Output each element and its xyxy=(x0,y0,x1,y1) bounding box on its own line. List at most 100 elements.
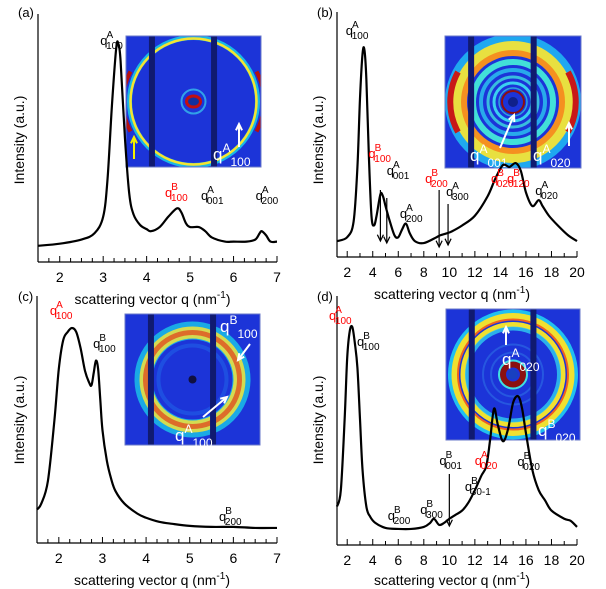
x-tick-label: 3 xyxy=(99,269,107,285)
x-tick-label: 20 xyxy=(569,264,585,280)
beamstop-bar xyxy=(210,314,217,445)
x-tick-label: 10 xyxy=(442,264,458,280)
diffraction-ring xyxy=(461,50,565,154)
peak-arrow xyxy=(435,190,443,249)
beamstop-bar xyxy=(468,309,475,440)
x-tick-label: 4 xyxy=(369,264,377,280)
x-tick-label: 6 xyxy=(394,552,402,568)
peak-arrow xyxy=(444,204,452,247)
diffraction-ring xyxy=(460,322,566,427)
diffraction-ring xyxy=(180,88,207,115)
panel-label: (a) xyxy=(18,5,34,20)
x-tick-label: 12 xyxy=(467,264,483,280)
inset-label: qA020 xyxy=(502,346,540,374)
diffraction-ring xyxy=(143,330,242,429)
beamstop-bar xyxy=(468,36,475,168)
panel-c: (c) 2 3 4 5 6 7 scattering vector q (nm-1) Inten… xyxy=(11,289,281,588)
inset-arrow xyxy=(499,112,516,149)
x-tick-label: 2 xyxy=(343,264,351,280)
panel-d: (d) 2 4 6 8 10 12 14 16 18 20 scattering vector q (… xyxy=(310,289,585,588)
x-tick-label: 16 xyxy=(518,264,534,280)
x-tick-label: 4 xyxy=(142,550,150,566)
x-tick-label: 2 xyxy=(55,550,63,566)
peak-label: qB 100 xyxy=(357,331,380,353)
peak-label: qB 020 xyxy=(491,168,514,190)
inset-arrow xyxy=(202,395,229,418)
peak-label: qA 300 xyxy=(446,181,469,203)
diffraction-ring xyxy=(448,309,578,440)
peak-arrow xyxy=(445,474,453,528)
x-tick-label: 5 xyxy=(186,550,194,566)
beamstop-bar xyxy=(147,314,154,445)
panel-label: (b) xyxy=(317,5,333,20)
x-tick-label: 20 xyxy=(569,552,585,568)
diffraction-inset: qB100 qA100 xyxy=(124,313,261,450)
panel-b: (b) 2 4 6 8 10 12 14 16 18 20 scattering vector q (… xyxy=(310,5,585,302)
inset-label: qA020 xyxy=(533,142,571,170)
x-tick-label: 12 xyxy=(467,552,483,568)
inset-arrow xyxy=(235,121,243,147)
diffraction-inset: qA100 xyxy=(125,35,262,169)
diffraction-ring xyxy=(465,326,561,423)
y-axis-title: Intensity (a.u.) xyxy=(11,96,27,185)
x-tick-label: 4 xyxy=(369,552,377,568)
x-tick-label: 6 xyxy=(229,550,237,566)
x-tick-label: 8 xyxy=(420,264,428,280)
peak-label: qB 100 xyxy=(368,143,391,165)
intensity-curve xyxy=(36,326,278,530)
peak-label: qA 100 xyxy=(50,300,73,322)
peak-arrow xyxy=(376,190,384,243)
y-axis-title: Intensity (a.u.) xyxy=(310,376,326,465)
x-tick-label: 2 xyxy=(56,269,64,285)
peak-label: qB 120 xyxy=(507,168,530,190)
x-axis-title: scattering vector q (nm-1) xyxy=(74,571,230,588)
diffraction-ring xyxy=(129,37,258,166)
diffraction-ring xyxy=(486,75,540,129)
x-tick-label: 10 xyxy=(442,552,458,568)
peak-label: qA 200 xyxy=(400,203,423,225)
panel-label: (d) xyxy=(317,289,333,304)
peak-label: qA 001 xyxy=(387,160,410,182)
peak-label: qA 100 xyxy=(346,20,369,42)
peak-label: qB 100 xyxy=(165,182,188,204)
x-tick-label: 6 xyxy=(394,264,402,280)
peak-label: qA 020 xyxy=(535,180,558,202)
peak-arrow xyxy=(383,198,391,245)
peak-label: qB 30-1 xyxy=(465,476,491,498)
diffraction-ring xyxy=(156,343,229,416)
x-tick-label: 7 xyxy=(273,269,281,285)
x-tick-label: 18 xyxy=(544,264,560,280)
beamstop-bar xyxy=(211,36,218,167)
peak-label: qA 200 xyxy=(256,185,279,207)
x-tick-label: 4 xyxy=(143,269,151,285)
x-tick-label: 6 xyxy=(230,269,238,285)
x-axis-title: scattering vector q (nm-1) xyxy=(374,571,530,588)
x-axis-title: scattering vector q (nm-1) xyxy=(374,285,530,302)
diffraction-ring xyxy=(452,41,574,163)
diffraction-inset: qA001 qA020 xyxy=(444,35,582,170)
intensity-curve xyxy=(37,40,278,247)
y-axis-title: Intensity (a.u.) xyxy=(11,376,27,465)
panel-label: (c) xyxy=(18,289,33,304)
diffraction-ring xyxy=(500,361,526,388)
inset-arrow xyxy=(236,343,251,362)
x-tick-label: 2 xyxy=(343,552,351,568)
peak-label: qB 001 xyxy=(439,450,462,472)
peak-label: qA 100 xyxy=(329,305,352,327)
x-tick-label: 5 xyxy=(186,269,194,285)
diffraction-ring xyxy=(498,359,528,390)
beamstop-bar xyxy=(530,36,537,168)
diffraction-ring xyxy=(501,90,525,114)
intensity-curve xyxy=(336,46,578,245)
inset-label: qA100 xyxy=(175,422,213,450)
x-tick-label: 14 xyxy=(493,552,509,568)
peak-label: qB 200 xyxy=(388,505,411,527)
diffraction-inset: qA020 qB020 xyxy=(445,308,581,445)
inset-label: qB020 xyxy=(538,417,576,445)
beamstop-bar xyxy=(530,309,537,440)
x-tick-label: 14 xyxy=(493,264,509,280)
beamstop-bar xyxy=(148,36,155,167)
peak-label: qB 200 xyxy=(425,168,448,190)
y-axis-title: Intensity (a.u.) xyxy=(310,96,326,185)
